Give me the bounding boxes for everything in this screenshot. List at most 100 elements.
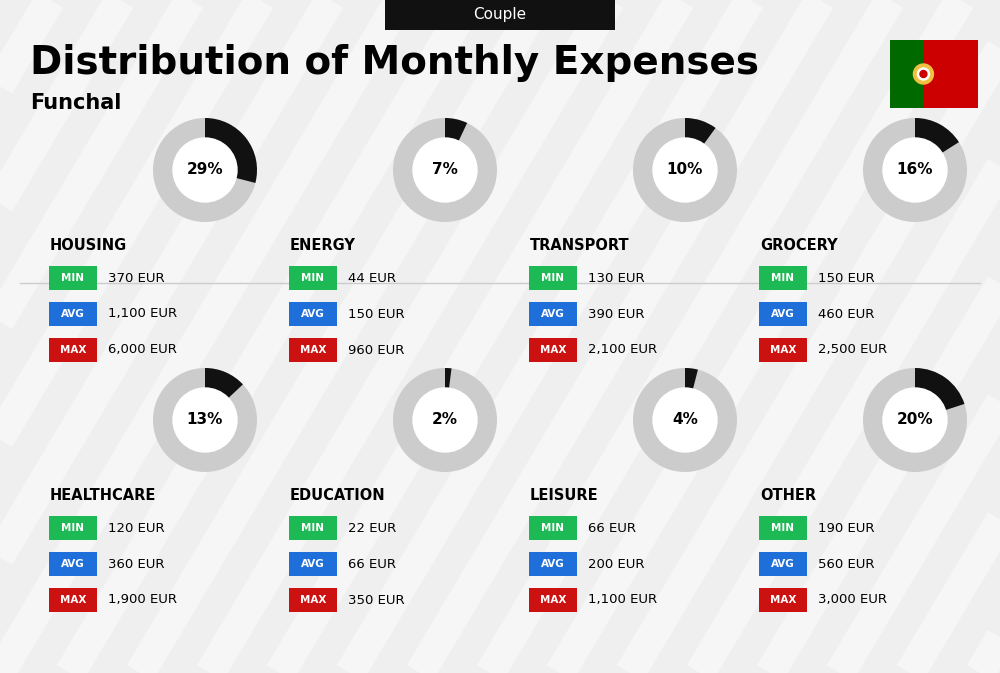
Text: 20%: 20% (897, 413, 933, 427)
Text: 370 EUR: 370 EUR (108, 271, 165, 285)
FancyBboxPatch shape (49, 338, 97, 362)
Text: AVG: AVG (301, 309, 325, 319)
Text: AVG: AVG (771, 559, 795, 569)
Wedge shape (863, 118, 967, 222)
Wedge shape (915, 368, 964, 410)
Circle shape (913, 64, 933, 84)
FancyBboxPatch shape (529, 516, 577, 540)
Text: HOUSING: HOUSING (50, 238, 127, 252)
Text: 960 EUR: 960 EUR (348, 343, 404, 357)
Text: 3,000 EUR: 3,000 EUR (818, 594, 887, 606)
FancyBboxPatch shape (49, 588, 97, 612)
Text: AVG: AVG (541, 309, 565, 319)
Text: 150 EUR: 150 EUR (818, 271, 875, 285)
Circle shape (883, 388, 947, 452)
Wedge shape (153, 118, 257, 222)
FancyBboxPatch shape (923, 40, 978, 108)
Text: AVG: AVG (771, 309, 795, 319)
Text: GROCERY: GROCERY (760, 238, 838, 252)
Text: LEISURE: LEISURE (530, 487, 599, 503)
FancyBboxPatch shape (529, 266, 577, 290)
FancyBboxPatch shape (529, 588, 577, 612)
Text: Funchal: Funchal (30, 93, 121, 113)
Text: MAX: MAX (60, 595, 86, 605)
Text: 560 EUR: 560 EUR (818, 557, 874, 571)
Text: 390 EUR: 390 EUR (588, 308, 644, 320)
Text: MAX: MAX (60, 345, 86, 355)
Text: 7%: 7% (432, 162, 458, 178)
Wedge shape (393, 118, 497, 222)
Text: MIN: MIN (302, 273, 324, 283)
Text: 6,000 EUR: 6,000 EUR (108, 343, 177, 357)
Text: 360 EUR: 360 EUR (108, 557, 164, 571)
Wedge shape (153, 368, 257, 472)
FancyBboxPatch shape (759, 302, 807, 326)
Circle shape (653, 388, 717, 452)
Wedge shape (633, 118, 737, 222)
Text: AVG: AVG (61, 559, 85, 569)
Text: ENERGY: ENERGY (290, 238, 356, 252)
FancyBboxPatch shape (49, 552, 97, 576)
Text: MAX: MAX (540, 345, 566, 355)
Text: 13%: 13% (187, 413, 223, 427)
Wedge shape (205, 368, 243, 398)
Text: 190 EUR: 190 EUR (818, 522, 874, 534)
Text: MIN: MIN (542, 273, 564, 283)
Text: MAX: MAX (540, 595, 566, 605)
Wedge shape (685, 118, 716, 144)
FancyBboxPatch shape (759, 588, 807, 612)
Text: 1,100 EUR: 1,100 EUR (108, 308, 177, 320)
FancyBboxPatch shape (759, 552, 807, 576)
Text: 130 EUR: 130 EUR (588, 271, 645, 285)
Text: 66 EUR: 66 EUR (588, 522, 636, 534)
Text: MIN: MIN (772, 523, 794, 533)
Text: 1,100 EUR: 1,100 EUR (588, 594, 657, 606)
Text: AVG: AVG (61, 309, 85, 319)
Text: 460 EUR: 460 EUR (818, 308, 874, 320)
Circle shape (883, 138, 947, 202)
Text: MAX: MAX (770, 595, 796, 605)
FancyBboxPatch shape (890, 40, 923, 108)
Text: TRANSPORT: TRANSPORT (530, 238, 630, 252)
Text: AVG: AVG (301, 559, 325, 569)
Text: MIN: MIN (542, 523, 564, 533)
Wedge shape (915, 118, 959, 153)
Wedge shape (685, 368, 698, 389)
Text: MIN: MIN (302, 523, 324, 533)
Circle shape (413, 138, 477, 202)
FancyBboxPatch shape (759, 338, 807, 362)
FancyBboxPatch shape (529, 552, 577, 576)
Text: MIN: MIN (62, 273, 84, 283)
Wedge shape (393, 368, 497, 472)
Text: 66 EUR: 66 EUR (348, 557, 396, 571)
Text: HEALTHCARE: HEALTHCARE (50, 487, 156, 503)
Wedge shape (633, 368, 737, 472)
FancyBboxPatch shape (289, 302, 337, 326)
Text: MIN: MIN (772, 273, 794, 283)
Text: 2,500 EUR: 2,500 EUR (818, 343, 887, 357)
Text: 29%: 29% (187, 162, 223, 178)
FancyBboxPatch shape (289, 588, 337, 612)
FancyBboxPatch shape (49, 516, 97, 540)
Wedge shape (205, 118, 257, 183)
FancyBboxPatch shape (289, 516, 337, 540)
Text: AVG: AVG (541, 559, 565, 569)
Text: Couple: Couple (473, 7, 527, 22)
Text: MAX: MAX (300, 345, 326, 355)
Text: 44 EUR: 44 EUR (348, 271, 396, 285)
Text: Distribution of Monthly Expenses: Distribution of Monthly Expenses (30, 44, 759, 82)
Text: MIN: MIN (62, 523, 84, 533)
FancyBboxPatch shape (49, 266, 97, 290)
Text: EDUCATION: EDUCATION (290, 487, 386, 503)
Text: 150 EUR: 150 EUR (348, 308, 405, 320)
FancyBboxPatch shape (759, 516, 807, 540)
FancyBboxPatch shape (289, 338, 337, 362)
Circle shape (917, 68, 929, 80)
Text: 16%: 16% (897, 162, 933, 178)
FancyBboxPatch shape (529, 302, 577, 326)
Text: 10%: 10% (667, 162, 703, 178)
Wedge shape (445, 368, 452, 388)
Text: 22 EUR: 22 EUR (348, 522, 396, 534)
FancyBboxPatch shape (529, 338, 577, 362)
Circle shape (173, 138, 237, 202)
